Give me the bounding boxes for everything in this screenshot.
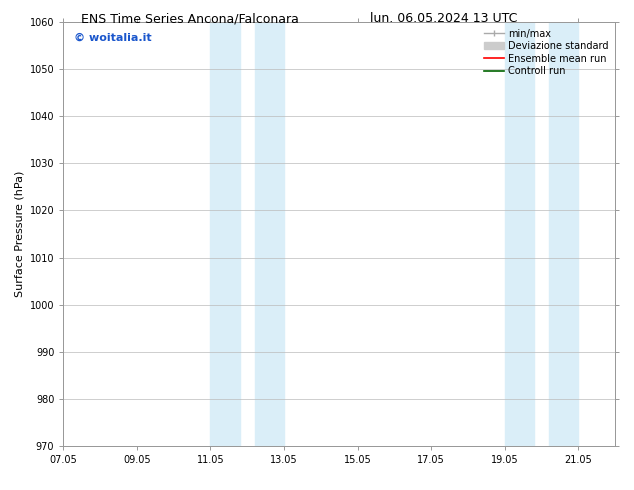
Text: © woitalia.it: © woitalia.it — [74, 33, 152, 43]
Text: lun. 06.05.2024 13 UTC: lun. 06.05.2024 13 UTC — [370, 12, 517, 25]
Bar — [549, 22, 578, 446]
Bar — [255, 22, 284, 446]
Bar — [210, 22, 240, 446]
Text: ENS Time Series Ancona/Falconara: ENS Time Series Ancona/Falconara — [81, 12, 299, 25]
Bar — [505, 22, 534, 446]
Y-axis label: Surface Pressure (hPa): Surface Pressure (hPa) — [14, 171, 24, 297]
Legend: min/max, Deviazione standard, Ensemble mean run, Controll run: min/max, Deviazione standard, Ensemble m… — [482, 27, 610, 78]
